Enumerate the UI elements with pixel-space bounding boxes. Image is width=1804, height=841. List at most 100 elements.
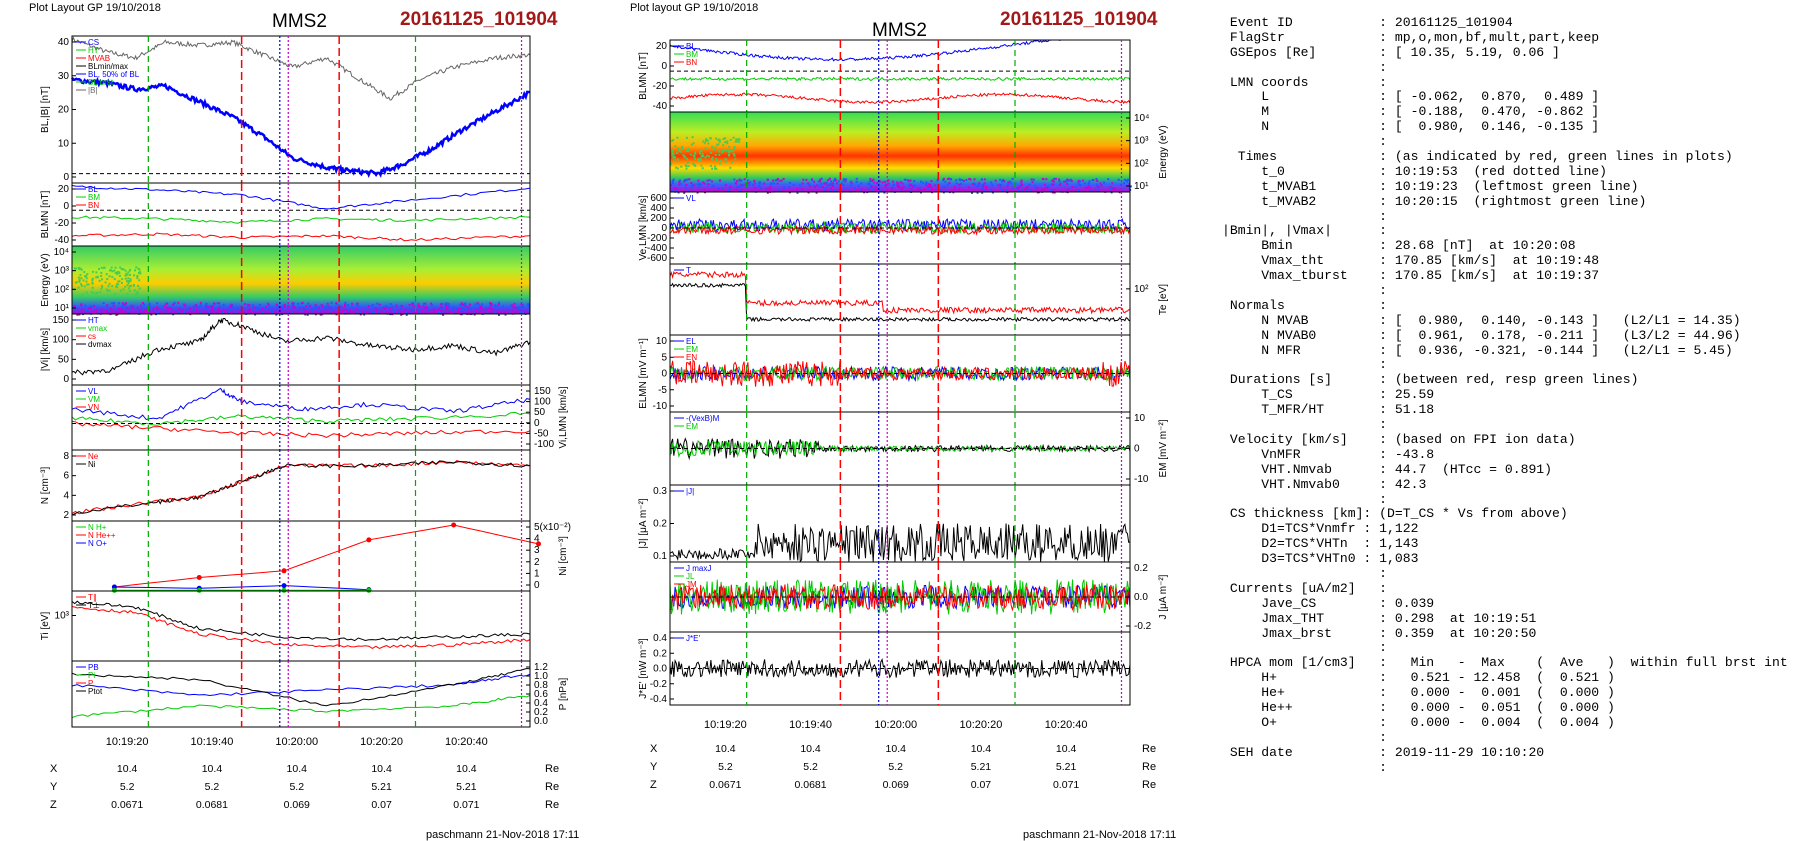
spectrogram-pixel xyxy=(782,189,785,192)
y-tick-label: -400 xyxy=(647,243,667,254)
spectrogram-pixel xyxy=(1103,181,1106,184)
y-tick-label: 2 xyxy=(63,510,69,521)
spectrogram-pixel xyxy=(473,312,476,315)
panel-frame xyxy=(669,39,1131,113)
y-tick-label: 0.2 xyxy=(1134,563,1148,574)
spectrogram-pixel xyxy=(1016,187,1019,190)
spectrogram-pixel xyxy=(501,305,504,308)
y-tick-label: 0.2 xyxy=(653,648,667,659)
spectrogram-pixel xyxy=(772,179,775,182)
spectrogram-pixel xyxy=(320,304,323,307)
y-tick-label: 0.0 xyxy=(653,664,667,675)
spectrogram-pixel xyxy=(349,309,352,312)
y-axis-label: N [cm⁻³] xyxy=(40,467,51,505)
spectrogram-pixel xyxy=(714,154,717,157)
spectrogram-pixel xyxy=(219,310,222,313)
spectrogram-pixel xyxy=(104,281,107,284)
spectrogram-pixel xyxy=(100,274,103,277)
spectrogram-pixel xyxy=(1109,186,1112,189)
spectrogram-pixel xyxy=(942,186,945,189)
spectrogram-pixel xyxy=(721,151,724,154)
spectrogram-pixel xyxy=(95,271,98,274)
spectrogram-pixel xyxy=(131,306,134,309)
spectrogram-pixel xyxy=(118,274,121,277)
spectrogram-pixel xyxy=(385,306,388,309)
spectrogram-pixel xyxy=(211,305,214,308)
y-tick-label: 10¹ xyxy=(1134,181,1149,192)
ephemeris-value: 10.4 xyxy=(886,743,907,755)
spectrogram-pixel xyxy=(121,308,124,311)
spectrogram-pixel xyxy=(137,312,140,315)
spectrogram-pixel xyxy=(376,309,379,312)
series-t-perp xyxy=(669,282,1131,323)
spectrogram-pixel xyxy=(1001,189,1004,192)
spectrogram-pixel xyxy=(314,304,317,307)
series-t-par xyxy=(669,270,1131,315)
ephemeris-value: 10.4 xyxy=(715,743,736,755)
summary-line: He++ : 0.000 - 0.051 ( 0.000 ) xyxy=(1222,699,1615,715)
summary-line: t_0 : 10:19:53 (red dotted line) xyxy=(1222,163,1608,179)
spectrogram-pixel xyxy=(907,180,910,183)
spectrogram-pixel xyxy=(108,282,111,285)
spectrogram-pixel xyxy=(267,302,270,305)
spectrogram-pixel xyxy=(1006,185,1009,188)
spectrogram-pixel xyxy=(85,309,88,312)
y-tick-label: 20 xyxy=(58,184,70,195)
spectrogram-pixel xyxy=(488,308,491,311)
summary-line: : xyxy=(1222,134,1388,150)
spectrogram-pixel xyxy=(108,289,111,292)
y-tick-label: 0.4 xyxy=(653,633,667,644)
series-jmag xyxy=(669,523,1131,563)
spectrogram-pixel xyxy=(892,186,895,189)
spectrogram-pixel xyxy=(216,302,219,305)
spectrogram-pixel xyxy=(1079,184,1082,187)
spectrogram-pixel xyxy=(311,308,314,311)
y-tick-label: 10³ xyxy=(1134,136,1149,147)
ephemeris-name: Z xyxy=(650,779,657,791)
spectrogram-pixel xyxy=(776,179,779,182)
spectrogram-pixel xyxy=(384,308,387,311)
spectrogram-pixel xyxy=(830,180,833,183)
spectrogram-pixel xyxy=(704,147,707,150)
ephemeris-value: 0.069 xyxy=(883,779,909,791)
spectrogram-pixel xyxy=(685,167,688,170)
panel-frame xyxy=(71,35,531,184)
spectrogram-pixel xyxy=(738,138,741,141)
spectrogram-pixel xyxy=(205,305,208,308)
spectrogram-pixel xyxy=(703,188,706,191)
spectrogram-pixel xyxy=(384,311,387,314)
spectrogram-pixel xyxy=(437,308,440,311)
y-tick-label: -200 xyxy=(647,233,667,244)
spectrogram-pixel xyxy=(522,311,525,314)
spectrogram-pixel xyxy=(122,311,125,314)
y-tick-label: 10³ xyxy=(55,266,70,277)
spectrogram-pixel xyxy=(412,309,415,312)
spectrogram-pixel xyxy=(73,308,76,311)
spectrogram-pixel xyxy=(927,183,930,186)
spectrogram-pixel xyxy=(75,281,78,284)
spectrogram-pixel xyxy=(899,181,902,184)
spectrogram-pixel xyxy=(422,305,425,308)
spectrogram-pixel xyxy=(971,183,974,186)
spectrogram-pixel xyxy=(732,136,735,139)
spectrogram-pixel xyxy=(1111,182,1114,185)
spectrogram-pixel xyxy=(292,312,295,315)
spectrogram-pixel xyxy=(218,305,221,308)
spectrogram-pixel xyxy=(512,310,515,313)
spectrogram-pixel xyxy=(1095,178,1098,181)
spectrogram-pixel xyxy=(675,152,678,155)
spectrogram-pixel xyxy=(128,273,131,276)
spectrogram-pixel xyxy=(876,182,879,185)
spectrogram-pixel xyxy=(726,140,729,143)
spectrogram-pixel xyxy=(464,305,467,308)
spectrogram-pixel xyxy=(833,189,836,192)
summary-line: HPCA mom [1/cm3] : Min - Max ( Ave ) wit… xyxy=(1222,655,1788,671)
series-vl xyxy=(71,387,531,421)
spectrogram-pixel xyxy=(1096,188,1099,191)
spectrogram-pixel xyxy=(400,312,403,315)
spectrogram-pixel xyxy=(442,313,445,316)
panel-BL xyxy=(70,35,531,184)
spectrogram-pixel xyxy=(673,187,676,190)
spectrogram-pixel xyxy=(703,142,706,145)
spectrogram-pixel xyxy=(217,307,220,310)
